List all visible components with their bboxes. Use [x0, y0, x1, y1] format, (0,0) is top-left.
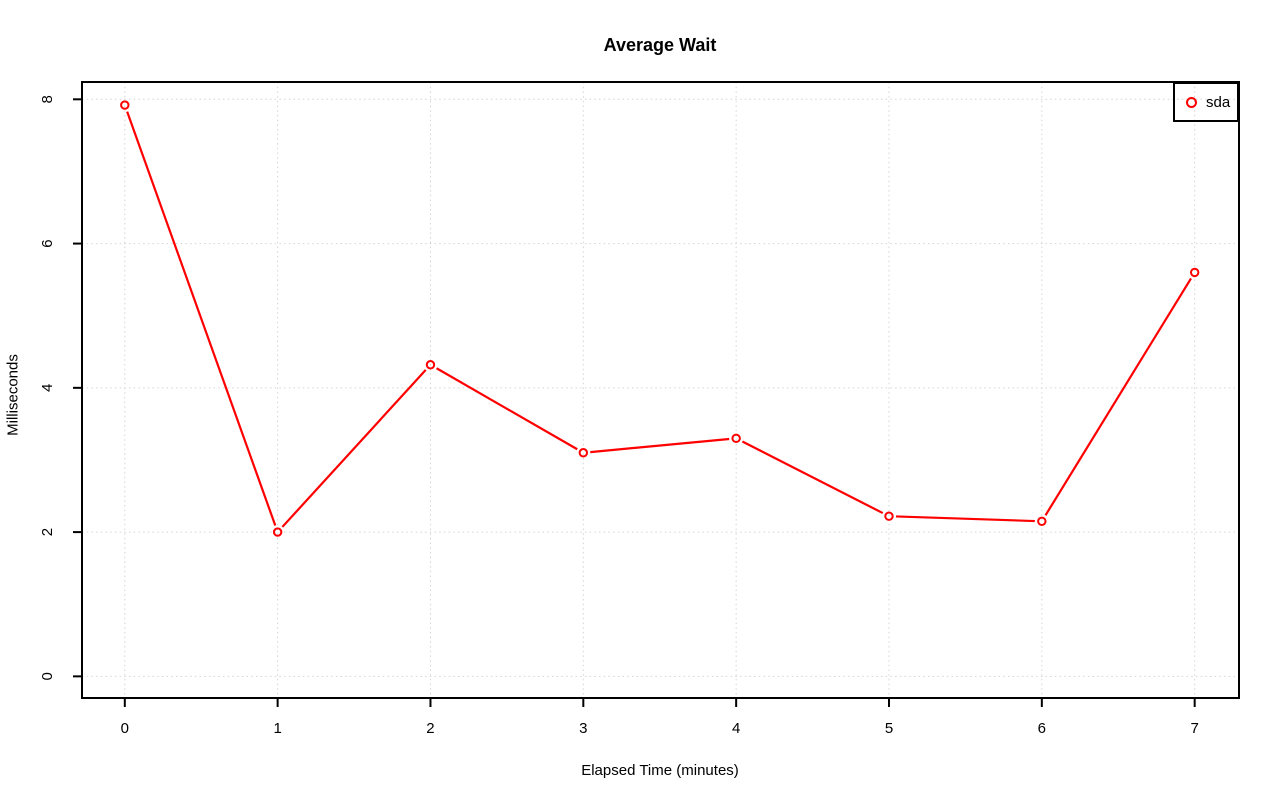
legend: sda — [1173, 82, 1239, 122]
data-point-marker — [272, 527, 283, 537]
series-line-segment — [895, 515, 1035, 523]
series-line-segment — [741, 440, 884, 515]
series-line — [126, 111, 1192, 528]
y-tick-label: 8 — [39, 95, 56, 103]
series-line-segment — [435, 367, 578, 451]
gridlines — [82, 82, 1239, 698]
data-point-marker — [578, 448, 589, 458]
x-tick-label: 5 — [885, 720, 893, 737]
chart-title: Average Wait — [603, 35, 717, 55]
y-tick-label: 6 — [39, 239, 56, 247]
y-tick-label: 0 — [39, 672, 56, 680]
legend-series-marker-icon — [1186, 96, 1197, 108]
y-axis-title: Milliseconds — [4, 354, 22, 436]
x-tick-label: 3 — [579, 720, 587, 737]
x-axis-title: Elapsed Time (minutes) — [581, 762, 739, 779]
data-point-marker — [731, 433, 741, 444]
x-tick-label: 2 — [426, 720, 434, 737]
data-point-marker — [884, 511, 894, 521]
x-axis: 0 1 2 3 4 5 6 7 — [121, 698, 1199, 737]
x-tick-label: 0 — [121, 720, 129, 737]
legend-series-label: sda — [1206, 93, 1231, 111]
series-line-segment — [126, 111, 277, 526]
data-point-marker — [1037, 516, 1047, 526]
y-axis: 0 2 4 6 8 — [39, 95, 82, 681]
series-line-segment — [1044, 277, 1192, 516]
plot-box — [81, 81, 1240, 699]
x-tick-label: 1 — [273, 720, 281, 737]
y-tick-label: 2 — [39, 528, 56, 536]
series-markers — [120, 100, 1200, 537]
data-point-marker — [120, 100, 130, 110]
data-point-marker — [1189, 267, 1200, 278]
data-point-marker — [425, 360, 436, 370]
x-tick-label: 4 — [732, 720, 740, 737]
y-tick-label: 4 — [39, 384, 56, 392]
x-tick-label: 7 — [1191, 720, 1199, 737]
series-line-segment — [281, 369, 427, 528]
series-line-segment — [590, 437, 730, 454]
x-tick-label: 6 — [1038, 720, 1046, 737]
